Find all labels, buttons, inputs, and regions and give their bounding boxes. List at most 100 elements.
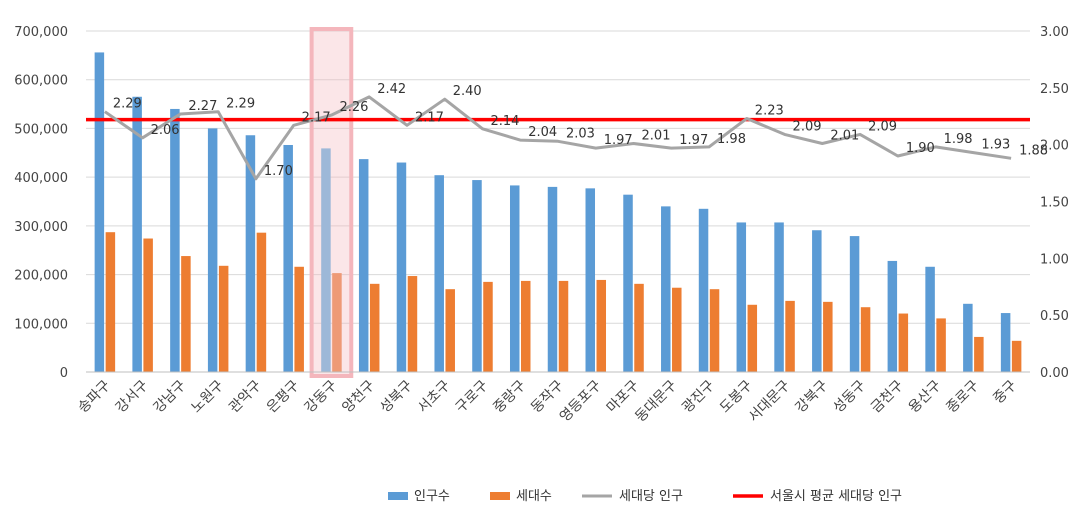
bar-population [585,188,596,372]
x-tick-label: 영등포구 [557,377,605,425]
bar-households [369,283,380,372]
data-label-ratio: 2.04 [528,125,557,140]
data-label-ratio: 2.14 [490,114,519,129]
bar-households [747,304,758,372]
highlight-box [309,27,354,378]
y-left-tick-label: 400,000 [14,171,68,186]
bar-population [283,144,293,372]
y-right-tick-label: 3.00 [1040,25,1069,40]
x-tick-label: 관악구 [226,377,265,416]
data-label-layer: 2.29 2.06 2.27 2.29 1.70 2.17 2.26 2.42 2.17 2.40… [113,82,1048,179]
data-label-ratio: 2.09 [868,119,897,134]
data-label-ratio: 2.17 [302,110,331,125]
bar-population [245,135,256,372]
x-tick-label: 서대문구 [746,377,794,425]
x-tick-label: 서초구 [415,377,454,416]
y-right-tick-label: 1.00 [1040,252,1069,267]
y-right-tick-label: 2.00 [1040,139,1069,154]
bar-population [434,175,444,372]
x-tick-label: 강북구 [793,377,832,416]
bar-population [736,222,747,372]
bar-households [672,287,682,372]
y-left-tick-label: 700,000 [14,25,68,40]
bar-households [143,238,153,372]
bar-population [396,162,407,372]
bar-households [823,301,833,372]
bar-population [207,128,218,372]
gridlines [86,30,1030,373]
data-label-ratio: 1.70 [264,164,293,179]
y-left-tick-label: 600,000 [14,74,68,89]
legend: 인구수 세대수 세대당 인구 서울시 평균 세대당 인구 [388,489,902,504]
bar-households [860,307,871,372]
bar-households [256,232,267,372]
bar-households [332,273,342,372]
data-label-ratio: 1.98 [717,132,746,147]
legend-label: 세대당 인구 [619,489,683,504]
bar-population [509,185,520,372]
x-tick-label: 동대문구 [632,377,680,425]
data-label-ratio: 2.01 [830,129,859,144]
series-line-ratio [104,95,1012,181]
bar-population [547,186,558,372]
x-tick-label: 강남구 [151,377,190,416]
data-label-ratio: 2.03 [566,126,595,141]
x-tick-label: 강서구 [113,377,152,416]
data-label-ratio: 2.29 [226,97,255,112]
x-tick-label: 중구 [990,377,1020,407]
data-label-ratio: 2.27 [188,99,217,114]
bar-households [596,279,607,372]
bar-population [661,206,671,372]
bar-population [1000,313,1011,372]
bar-households [181,256,191,372]
y-left-tick-label: 300,000 [14,220,68,235]
bar-households [785,300,795,372]
bar-households [898,313,909,372]
highlight-layer [309,27,354,378]
x-tick-label: 구로구 [453,377,492,416]
x-tick-label: 양천구 [339,377,378,416]
legend-label: 세대수 [516,489,552,504]
bar-households [936,318,946,372]
y-right-tick-label: 2.50 [1040,82,1069,97]
bar-households [407,276,418,372]
bar-population [925,266,935,372]
bar-households [520,280,531,372]
y-left-tick-label: 500,000 [14,122,68,137]
legend-swatch [388,492,408,500]
data-label-ratio: 2.09 [793,119,822,134]
x-tick-label: 종로구 [944,377,983,416]
data-label-ratio: 2.17 [415,110,444,125]
bar-population [698,208,709,372]
data-label-ratio: 1.93 [981,138,1010,153]
bar-population [849,236,860,372]
bar-population [358,159,369,372]
y-left-tick-label: 200,000 [14,269,68,284]
bar-population [963,303,973,372]
x-tick-label: 금천구 [868,377,907,416]
x-tick-label: 성동구 [830,377,869,416]
bar-population [774,222,784,372]
bar-population [812,230,822,372]
bar-households [1011,340,1022,372]
y-right-tick-label: 0.00 [1040,366,1069,381]
bar-households [634,283,644,372]
bar-population [472,180,482,372]
bar-population [170,108,180,372]
bar-households [105,232,116,372]
bar-households [445,289,455,372]
bar-households [974,336,984,372]
line-layer [104,95,1012,181]
x-tick-label: 은평구 [264,377,303,416]
y-right-tick-label: 0.50 [1040,309,1069,324]
bar-population [132,96,142,372]
data-label-ratio: 2.40 [453,84,482,99]
data-label-ratio: 1.88 [1019,143,1048,158]
x-tick-label: 성북구 [377,377,416,416]
x-tick-label: 강동구 [302,377,341,416]
x-tick-label: 중랑구 [490,377,529,416]
bar-households [294,266,304,372]
bar-households [483,281,493,372]
